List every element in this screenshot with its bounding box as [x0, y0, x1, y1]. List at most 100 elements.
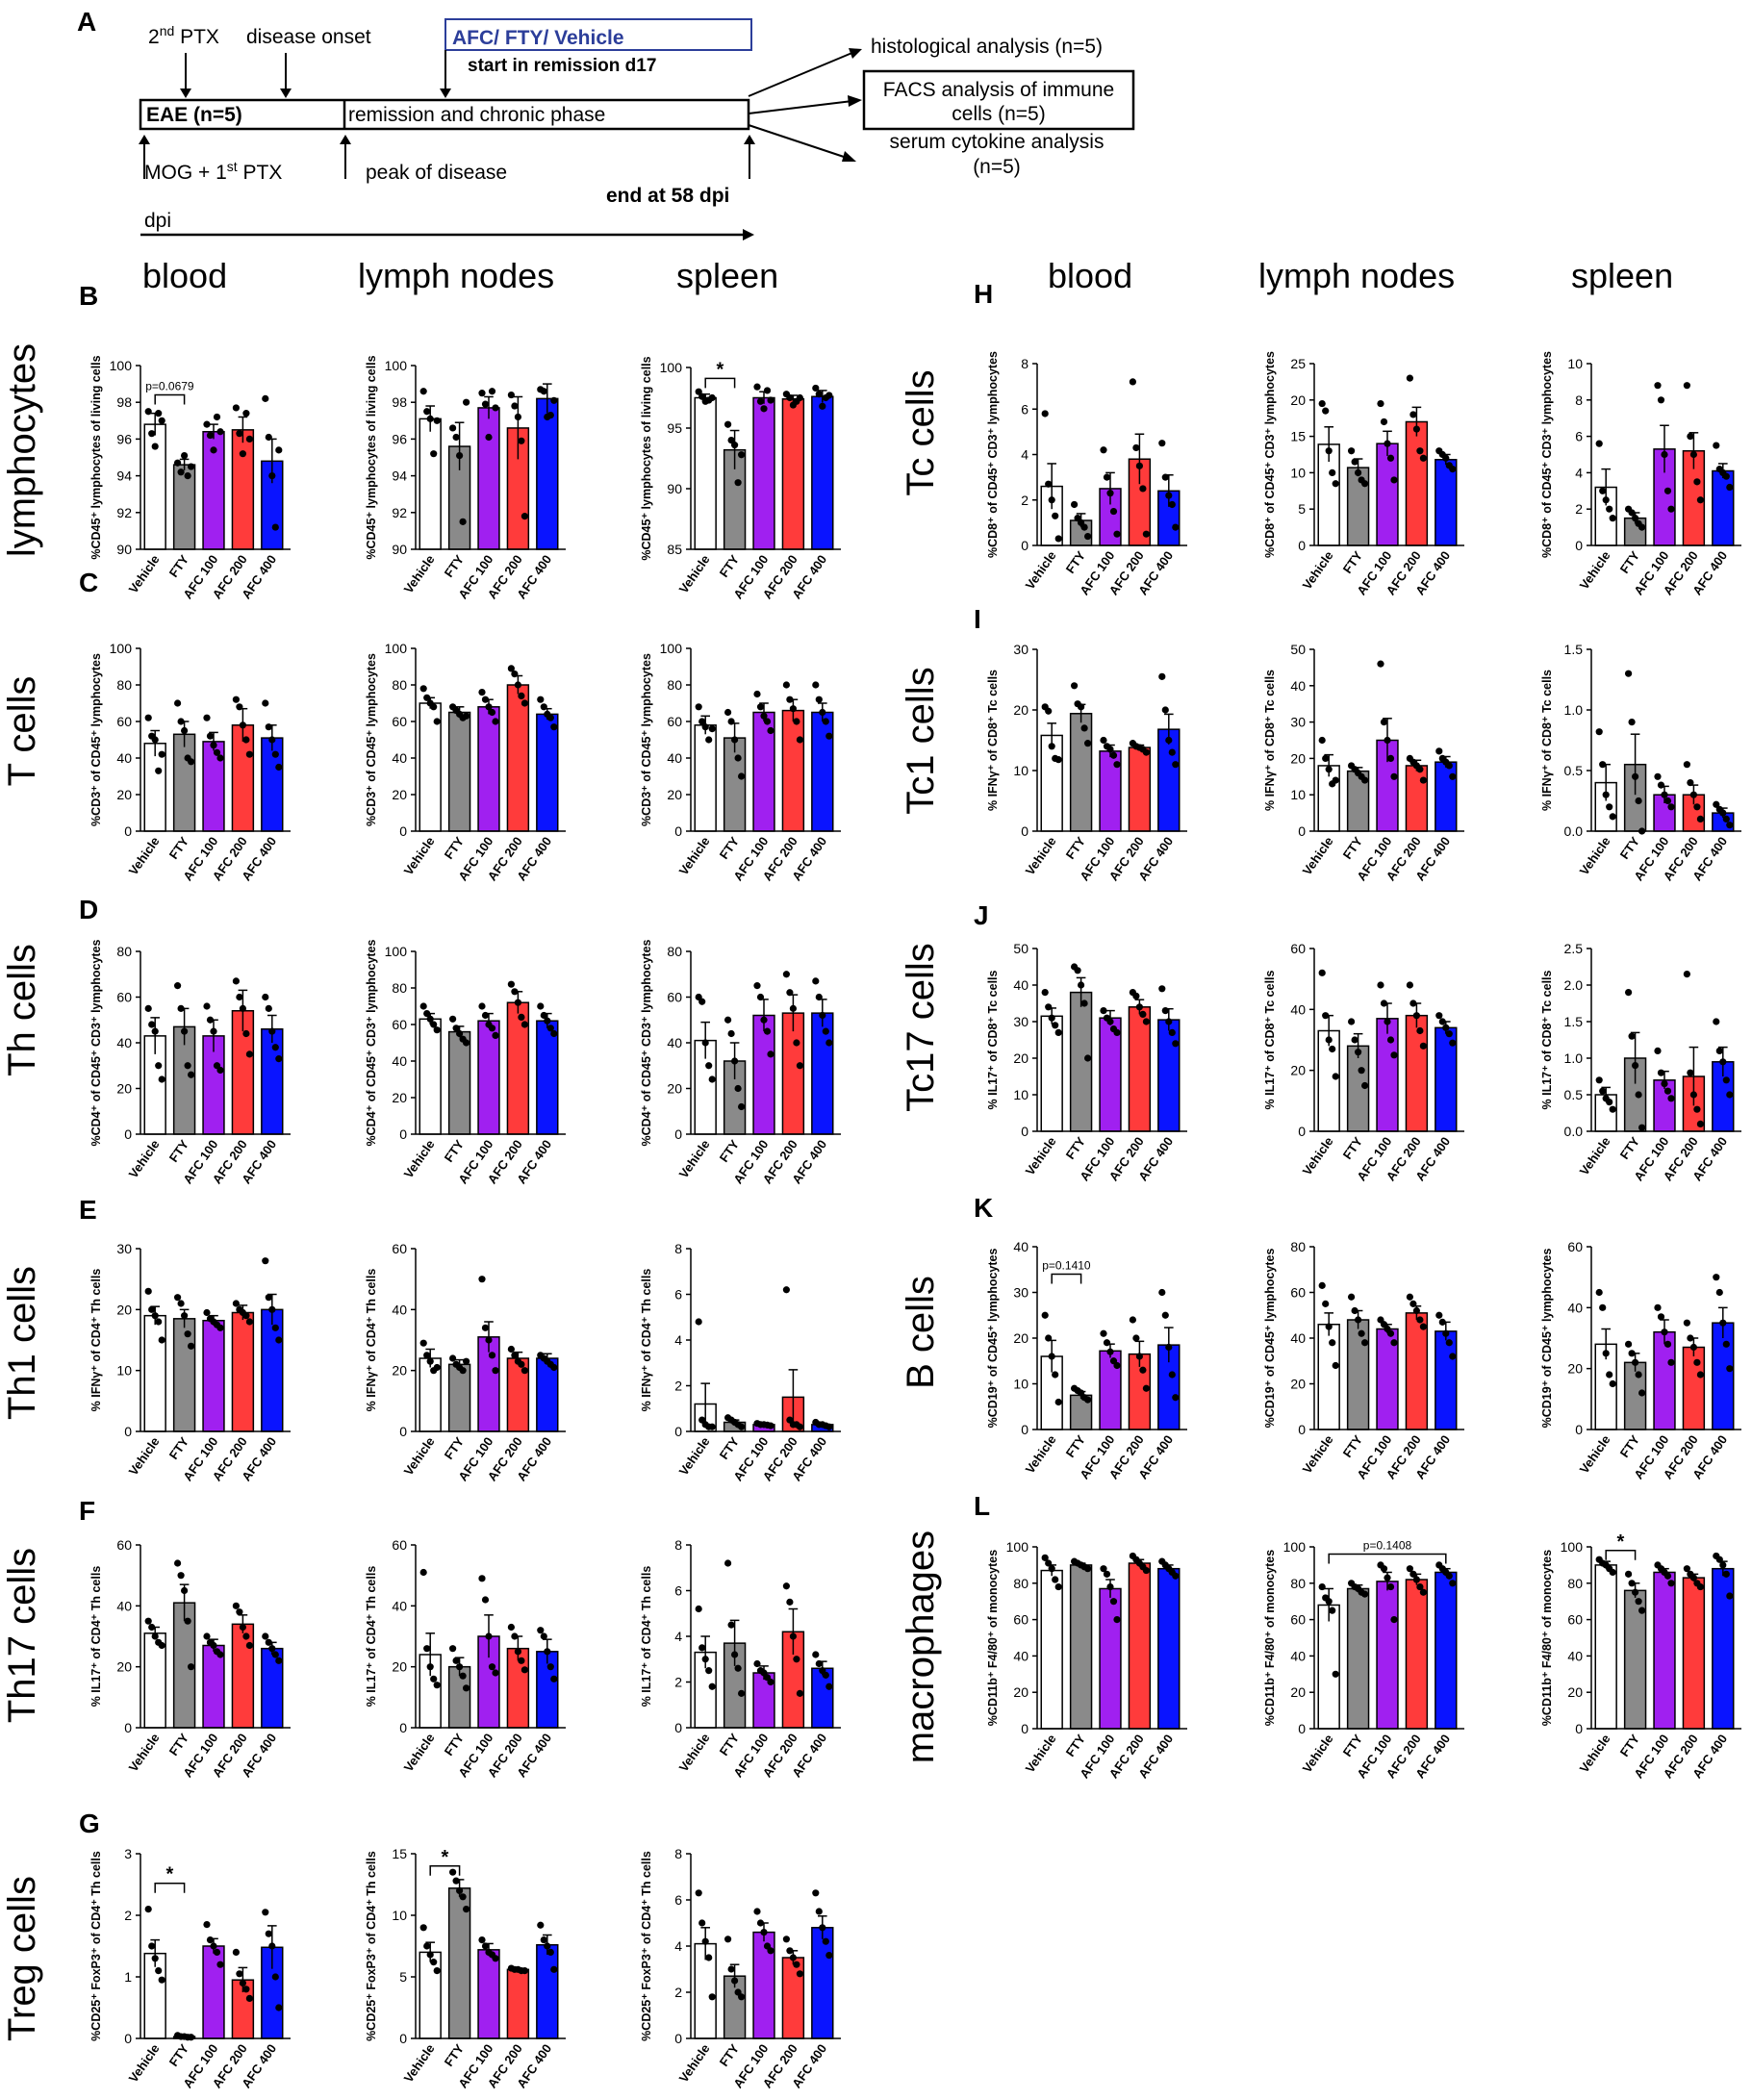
point-G2-1-2 — [456, 1886, 464, 1894]
point-J3-4-2 — [1719, 1058, 1727, 1066]
point-F3-3-0 — [782, 1582, 790, 1590]
point-J1-4-0 — [1158, 985, 1166, 993]
point-K1-0-3 — [1052, 1371, 1059, 1379]
y-tick-label-L3-1: 20 — [1567, 1684, 1583, 1700]
point-G2-2-1 — [481, 1942, 490, 1950]
point-L3-3-2 — [1689, 1574, 1697, 1581]
point-D1-0-0 — [144, 1004, 152, 1012]
point-J3-1-1 — [1628, 1032, 1636, 1040]
point-H3-1-2 — [1632, 515, 1639, 522]
point-B2-1-4 — [463, 398, 470, 406]
point-H1-4-4 — [1172, 523, 1180, 531]
point-J3-1-2 — [1632, 1062, 1639, 1070]
point-C3-3-0 — [782, 681, 790, 689]
point-K1-3-3 — [1139, 1366, 1147, 1374]
point-C1-0-4 — [158, 750, 165, 758]
point-B1-0-4 — [158, 417, 165, 424]
point-D1-1-0 — [173, 982, 182, 990]
point-I1-2-3 — [1109, 751, 1118, 759]
point-C3-2-0 — [753, 690, 761, 698]
y-tick-label-I1-3: 30 — [1013, 642, 1028, 657]
point-I3-4-4 — [1726, 822, 1734, 829]
point-F3-2-0 — [753, 1659, 761, 1668]
point-K2-0-1 — [1322, 1300, 1330, 1307]
point-L2-4-3 — [1445, 1572, 1453, 1580]
y-tick-label-E1-3: 30 — [116, 1241, 132, 1256]
point-G1-4-3 — [271, 1973, 279, 1981]
point-D1-0-2 — [151, 1027, 159, 1035]
y-axis-label-L2: %CD11b⁺ F4/80⁺ of monocytes — [1263, 1550, 1277, 1726]
point-L3-3-4 — [1696, 1582, 1705, 1591]
point-J3-2-2 — [1661, 1080, 1668, 1088]
point-D1-4-1 — [265, 1004, 272, 1012]
y-tick-label-G1-3: 3 — [124, 1846, 132, 1861]
point-F1-4-3 — [271, 1651, 279, 1658]
point-E1-4-0 — [262, 1257, 269, 1265]
point-E2-0-1 — [423, 1352, 431, 1359]
y-tick-label-J1-0: 0 — [1021, 1124, 1028, 1139]
point-I2-2-1 — [1380, 719, 1388, 726]
treatment-label: AFC/ FTY/ Vehicle — [452, 27, 624, 49]
point-K3-1-3 — [1635, 1371, 1642, 1379]
point-C3-2-1 — [756, 703, 765, 711]
point-L1-2-0 — [1100, 1565, 1107, 1573]
y-tick-label-B2-1: 92 — [392, 505, 407, 520]
point-H1-3-0 — [1129, 378, 1136, 386]
point-F2-3-3 — [518, 1657, 525, 1664]
significance-label-B3: * — [717, 359, 724, 380]
y-tick-label-G3-1: 2 — [674, 1985, 682, 2000]
point-E3-2-4 — [767, 1422, 774, 1430]
point-D1-1-1 — [177, 1004, 185, 1012]
point-D3-1-4 — [738, 1102, 746, 1111]
point-D2-3-4 — [521, 1021, 529, 1028]
point-E3-1-4 — [738, 1423, 746, 1430]
y-tick-label-G3-4: 8 — [674, 1846, 682, 1861]
point-K1-4-0 — [1158, 1288, 1166, 1297]
point-J3-0-4 — [1609, 1105, 1616, 1113]
point-E2-0-0 — [419, 1339, 427, 1347]
y-tick-label-D1-2: 40 — [116, 1035, 132, 1050]
y-tick-label-F1-3: 60 — [116, 1537, 132, 1553]
point-I2-4-0 — [1435, 747, 1443, 755]
point-L1-1-4 — [1084, 1565, 1092, 1573]
point-H2-0-3 — [1329, 468, 1336, 476]
point-F1-1-0 — [173, 1559, 182, 1567]
point-G2-2-4 — [492, 1955, 499, 1962]
y-tick-label-D1-3: 60 — [116, 990, 132, 1005]
point-D1-0-3 — [155, 1062, 163, 1070]
histo-label: histological analysis (n=5) — [871, 36, 1103, 58]
point-C1-3-4 — [245, 750, 254, 758]
point-B2-2-3 — [488, 388, 496, 395]
y-axis-label-F2: % IL17⁺ of CD4⁺ Th cells — [365, 1566, 378, 1708]
point-C3-1-4 — [738, 772, 746, 780]
point-K2-3-0 — [1406, 1293, 1413, 1301]
point-L1-2-2 — [1106, 1582, 1114, 1591]
point-H1-3-1 — [1132, 443, 1140, 452]
point-H1-2-1 — [1103, 473, 1111, 481]
point-F1-1-1 — [177, 1572, 185, 1580]
peak-label: peak of disease — [366, 162, 507, 184]
point-H1-0-3 — [1052, 512, 1059, 519]
point-B1-4-3 — [271, 523, 279, 531]
point-C3-0-0 — [695, 703, 702, 711]
point-K1-4-4 — [1172, 1394, 1180, 1402]
point-F1-2-4 — [216, 1651, 224, 1658]
point-H3-0-3 — [1606, 505, 1613, 513]
point-J1-3-1 — [1132, 992, 1140, 999]
point-I2-4-3 — [1445, 762, 1453, 770]
point-I3-4-2 — [1719, 809, 1727, 817]
y-axis-label-J3: % IL17⁺ of CD8⁺ Tc cells — [1540, 970, 1554, 1109]
y-tick-label-I2-4: 40 — [1290, 678, 1306, 694]
y-tick-label-C2-3: 60 — [392, 714, 407, 729]
point-K2-4-2 — [1442, 1329, 1450, 1337]
point-G3-0-1 — [698, 1919, 706, 1927]
point-B1-3-3 — [242, 410, 250, 417]
point-G2-3-4 — [521, 1967, 529, 1975]
point-E1-4-4 — [275, 1336, 283, 1344]
point-E1-4-2 — [268, 1305, 276, 1313]
point-E1-2-0 — [203, 1308, 211, 1317]
